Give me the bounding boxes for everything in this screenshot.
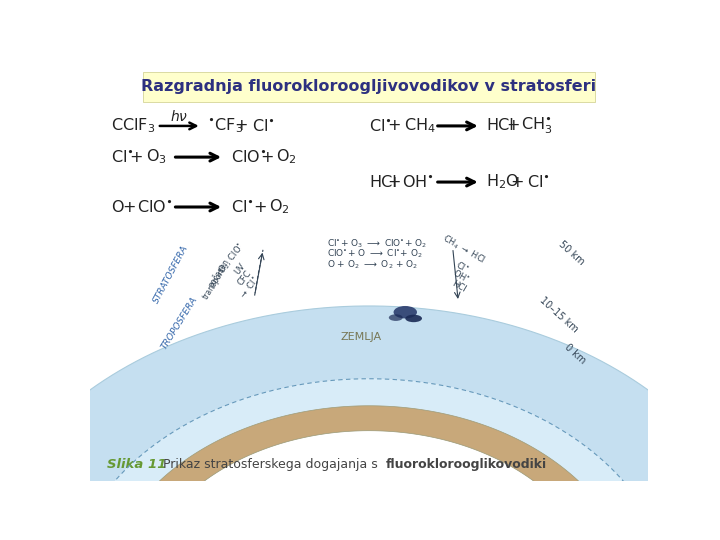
Ellipse shape [405,315,422,322]
Text: +: + [387,174,401,190]
Text: O$_2$: O$_2$ [276,148,297,166]
Text: CH$_4$ $\rightarrow$ HCl: CH$_4$ $\rightarrow$ HCl [440,233,487,267]
Text: +: + [387,118,401,133]
Text: ClO$^{\bullet}$: ClO$^{\bullet}$ [138,199,173,215]
Text: O + O$_2$ $\longrightarrow$ O$_2$ + O$_2$: O + O$_2$ $\longrightarrow$ O$_2$ + O$_2… [327,258,418,271]
Text: CH$_4$: CH$_4$ [404,117,436,136]
Text: 50 km: 50 km [557,239,586,267]
Text: +: + [234,118,248,133]
Text: Cl$^{\bullet}$: Cl$^{\bullet}$ [527,174,550,190]
Text: O: O [111,199,124,214]
Polygon shape [0,306,720,535]
Text: +: + [130,150,143,165]
FancyBboxPatch shape [143,72,595,102]
Ellipse shape [394,306,417,319]
Text: ClO$^{\bullet}$: ClO$^{\bullet}$ [230,149,266,165]
Text: ZEMLJA: ZEMLJA [340,332,381,342]
Text: Cl$^{\bullet}$+ O$_3$ $\longrightarrow$ ClO$^{\bullet}$+ O$_2$: Cl$^{\bullet}$+ O$_3$ $\longrightarrow$ … [327,238,427,250]
Text: CClF$_3$: CClF$_3$ [111,117,156,136]
Text: CH$_3^{\bullet}$: CH$_3^{\bullet}$ [521,116,553,136]
Polygon shape [114,406,624,540]
Text: HCl: HCl [369,174,397,190]
Text: Razgradnja fluorokloroogljivovodikov v stratosferi: Razgradnja fluorokloroogljivovodikov v s… [141,79,597,94]
Text: Cl$^{\bullet}$: Cl$^{\bullet}$ [230,199,253,215]
Text: +: + [122,199,136,214]
Text: Prikaz stratosferskega dogajanja s: Prikaz stratosferskega dogajanja s [163,458,382,471]
Text: TROPOSFERA: TROPOSFERA [159,295,199,350]
Text: O$_3$: O$_3$ [145,148,166,166]
Text: OH$^{\bullet}$: OH$^{\bullet}$ [451,267,472,285]
Text: $\rightarrow$ Cl$^{\bullet}$: $\rightarrow$ Cl$^{\bullet}$ [236,274,261,301]
Text: +: + [253,199,267,214]
Text: O$_2$, ClO$^{\bullet}$: O$_2$, ClO$^{\bullet}$ [217,240,248,276]
Text: H$_2$O: H$_2$O [486,173,520,191]
Text: transport: transport [201,266,228,301]
Text: Cl$^{\bullet}$: Cl$^{\bullet}$ [111,149,134,165]
Ellipse shape [389,314,402,321]
Text: HCl: HCl [450,279,467,294]
Text: OH$^{\bullet}$: OH$^{\bullet}$ [402,174,434,190]
Text: HCl: HCl [486,118,514,133]
Text: +: + [510,174,524,190]
Text: počasen: počasen [206,256,231,289]
Text: $h\nu$: $h\nu$ [170,109,189,124]
Text: CFC: CFC [236,268,253,287]
Text: $^{\bullet}$CF$_3$: $^{\bullet}$CF$_3$ [207,117,243,136]
Polygon shape [80,379,658,540]
Text: Cl$^{\bullet}$: Cl$^{\bullet}$ [454,259,471,274]
Text: +: + [506,118,520,133]
Text: Slika 11: Slika 11 [107,458,166,471]
Text: Cl$^{\bullet}$: Cl$^{\bullet}$ [369,118,392,134]
Text: ClO$^{\bullet}$+ O $\longrightarrow$ Cl$^{\bullet}$+ O$_2$: ClO$^{\bullet}$+ O $\longrightarrow$ Cl$… [327,248,423,260]
Text: O$_2$: O$_2$ [269,198,289,217]
Text: +: + [261,150,274,165]
Text: Cl$^{\bullet}$: Cl$^{\bullet}$ [252,118,275,134]
Text: STRATOSFERA: STRATOSFERA [152,244,190,306]
Text: 10–15 km: 10–15 km [538,295,580,334]
Text: fluoroklorooglikovodiki: fluoroklorooglikovodiki [386,458,547,471]
Text: 0 km: 0 km [563,342,588,366]
Text: UV: UV [233,261,247,276]
